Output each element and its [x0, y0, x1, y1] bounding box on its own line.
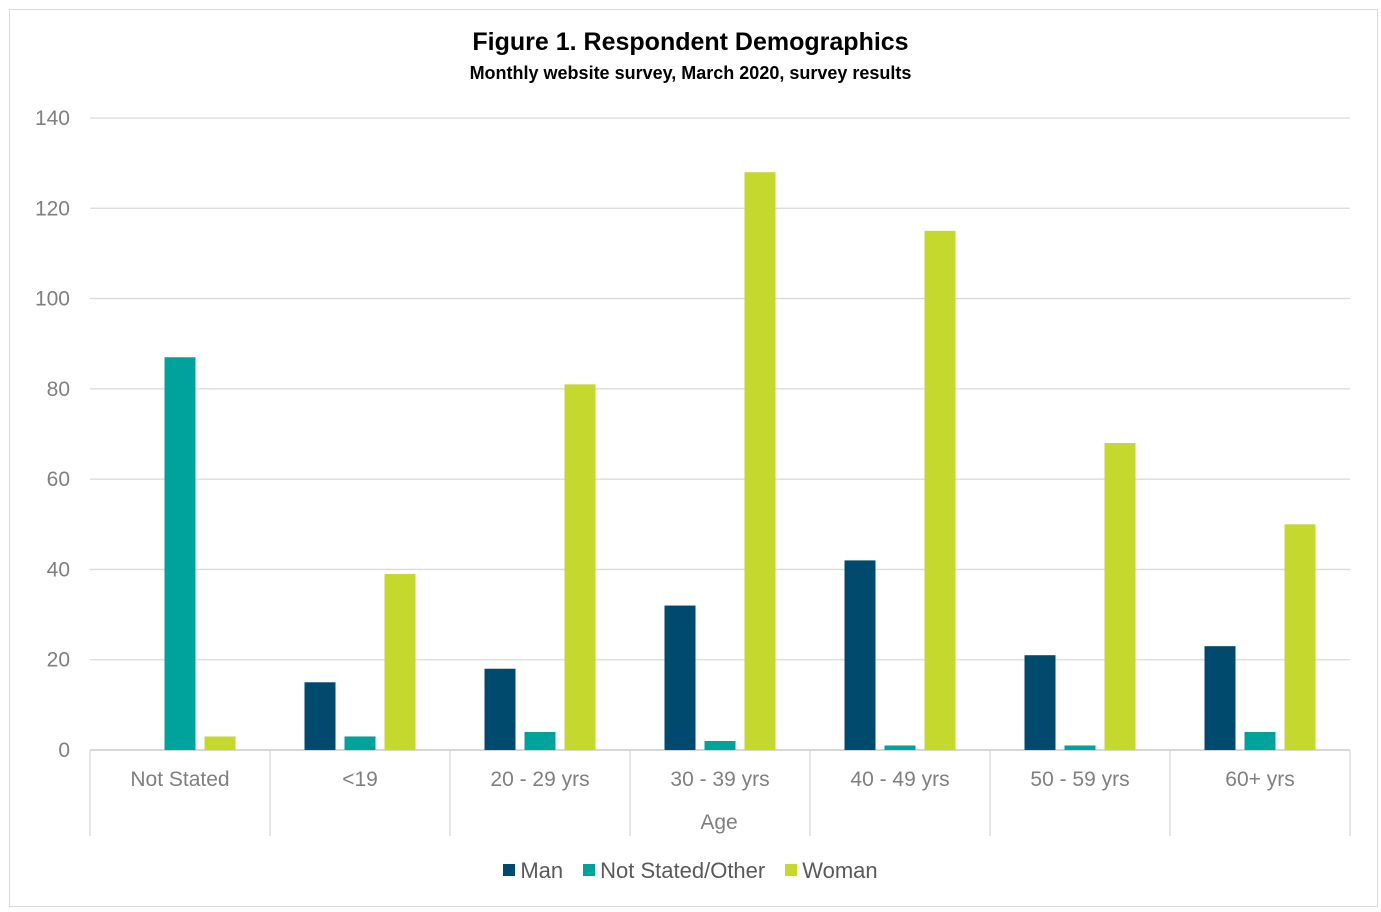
y-tick-label: 40 [47, 558, 70, 581]
bar-woman-5 [1104, 443, 1136, 750]
legend-label: Man [520, 858, 564, 883]
legend-label: Woman [802, 858, 878, 883]
chart-subtitle: Monthly website survey, March 2020, surv… [469, 63, 912, 83]
chart-frame [9, 9, 1378, 907]
y-axis-ticks: 0 20 40 60 80 100 120 140 [35, 107, 70, 762]
legend-item: Woman [785, 858, 878, 884]
bar-woman-0 [204, 736, 236, 750]
y-tick-label: 140 [35, 107, 70, 130]
x-tick-label: 60+ yrs [1225, 768, 1294, 791]
bar-not-stated-other-1 [344, 736, 376, 750]
legend-item: Not Stated/Other [583, 858, 765, 884]
legend-swatch [785, 864, 798, 877]
legend: Man Not Stated/Other Woman [0, 858, 1381, 884]
bar-man-3 [664, 605, 696, 750]
bars [164, 172, 1316, 750]
legend-swatch [583, 864, 596, 877]
bar-not-stated-other-6 [1244, 731, 1276, 750]
bar-man-4 [844, 560, 876, 750]
y-tick-label: 100 [35, 288, 70, 311]
bar-not-stated-other-3 [704, 740, 736, 750]
x-axis-label: Age [700, 811, 737, 834]
chart-title: Figure 1. Respondent Demographics [472, 28, 909, 56]
bar-woman-1 [384, 573, 416, 750]
bar-man-6 [1204, 646, 1236, 750]
bar-not-stated-other-2 [524, 731, 556, 750]
x-tick-label: <19 [342, 768, 378, 791]
x-tick-label: 40 - 49 yrs [850, 768, 949, 791]
x-tick-label: 50 - 59 yrs [1030, 768, 1129, 791]
y-tick-label: 120 [35, 197, 70, 220]
y-tick-label: 20 [47, 649, 70, 672]
bar-man-1 [304, 682, 336, 750]
bar-woman-6 [1284, 524, 1316, 750]
legend-swatch [503, 864, 516, 877]
bar-woman-3 [744, 172, 776, 750]
bar-woman-4 [924, 230, 956, 750]
bar-not-stated-other-4 [884, 745, 916, 750]
legend-item: Man [503, 858, 563, 884]
x-tick-label: Not Stated [130, 768, 229, 791]
bar-not-stated-other-0 [164, 357, 196, 750]
y-tick-label: 0 [58, 739, 70, 762]
y-tick-label: 80 [47, 378, 70, 401]
legend-label: Not Stated/Other [600, 858, 766, 883]
x-tick-label: 30 - 39 yrs [670, 768, 769, 791]
bar-not-stated-other-5 [1064, 745, 1096, 750]
y-tick-label: 60 [47, 468, 70, 491]
bar-man-5 [1024, 655, 1056, 750]
gridlines [89, 117, 1351, 836]
bar-woman-2 [564, 384, 596, 750]
bar-man-2 [484, 668, 516, 750]
x-tick-label: 20 - 29 yrs [490, 768, 589, 791]
x-axis-ticks: Not Stated <19 20 - 29 yrs 30 - 39 yrs 40 - … [130, 768, 1294, 791]
